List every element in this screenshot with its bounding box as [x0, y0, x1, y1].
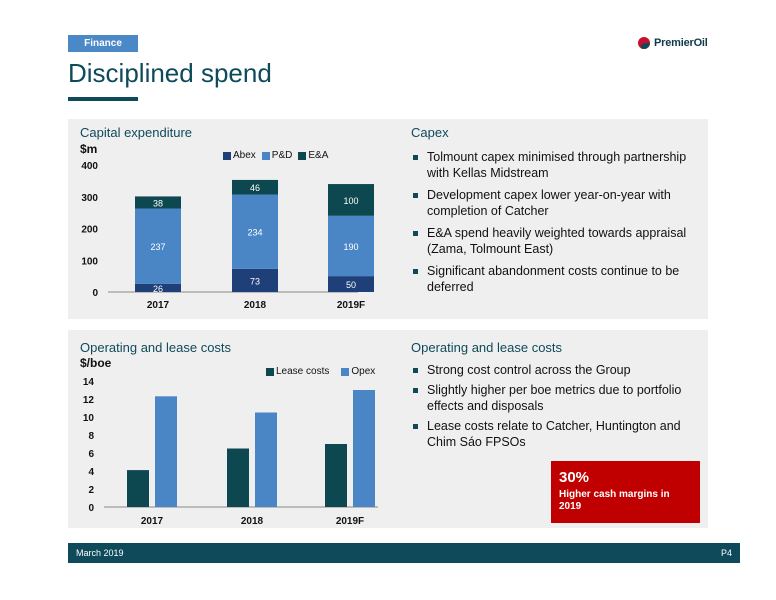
list-item: Development capex lower year-on-year wit…	[413, 187, 698, 219]
capex-chart-title: Capital expenditure	[80, 125, 193, 140]
y-tick-label: 8	[88, 431, 94, 442]
y-tick-label: 6	[88, 449, 94, 460]
legend-swatch	[223, 151, 231, 160]
bar-opex-2017	[155, 396, 177, 507]
legend-swatch	[266, 367, 274, 376]
opex-unit: $/boe	[80, 356, 112, 370]
bar-ea-2018	[232, 179, 278, 195]
y-tick-label: 10	[83, 413, 95, 424]
bar-abex-2018	[232, 268, 278, 292]
legend-swatch	[298, 151, 307, 160]
footer-bar: March 2019 P4	[68, 543, 740, 563]
bar-ea-2017	[135, 196, 181, 209]
legend-swatch	[341, 367, 350, 376]
capex-bullet-list: Tolmount capex minimised through partner…	[413, 149, 698, 301]
data-label: 190	[343, 242, 358, 252]
data-label: 73	[250, 276, 260, 286]
callout-text: Higher cash margins in 2019	[559, 489, 670, 512]
y-tick-label: 0	[88, 503, 94, 514]
bar-pd-2018	[232, 194, 278, 269]
opex-bullets-title: Operating and lease costs	[411, 340, 563, 355]
x-tick-label: 2019F	[337, 300, 365, 311]
list-item: E&A spend heavily weighted towards appra…	[413, 225, 698, 257]
legend-item-opex: Opex	[341, 366, 375, 377]
bar-opex-2019F	[353, 390, 375, 507]
bar-ea-2019F	[328, 184, 374, 216]
bar-opex-2018	[255, 412, 277, 507]
logo-text: PremierOil	[654, 37, 708, 49]
legend-item-lease: Lease costs	[266, 366, 329, 377]
x-tick-label: 2019F	[336, 516, 364, 527]
bar-pd-2017	[135, 208, 181, 284]
y-tick-label: 200	[81, 225, 98, 236]
capex-bullets-title: Capex	[411, 125, 449, 140]
page-number: P4	[720, 548, 732, 558]
opex-chart: 0 2 4 6 8 10 12 14 2017 2018 2019F	[83, 377, 378, 527]
list-item: Strong cost control across the Group	[413, 362, 698, 378]
legend-label: E&A	[308, 150, 329, 161]
bar-abex-2017	[135, 283, 181, 292]
x-tick-label: 2017	[147, 300, 170, 311]
legend-label: Abex	[233, 150, 256, 161]
bar-abex-2019F	[328, 276, 374, 292]
legend-label: Opex	[351, 366, 376, 377]
bar-leasecosts-2018	[227, 448, 249, 507]
list-item: Tolmount capex minimised through partner…	[413, 149, 698, 181]
list-item: Slightly higher per boe metrics due to p…	[413, 382, 698, 414]
data-label: 100	[343, 196, 358, 206]
bar-leasecosts-2019F	[325, 444, 347, 507]
x-tick-label: 2017	[141, 516, 164, 527]
legend-item-ea: E&A	[298, 150, 328, 161]
list-item: Significant abandonment costs continue t…	[413, 263, 698, 295]
capex-unit: $m	[80, 142, 98, 156]
legend-swatch	[261, 151, 270, 160]
y-tick-label: 300	[81, 193, 98, 204]
page-title: Disciplined spend	[68, 58, 272, 88]
y-tick-label: 2	[88, 485, 94, 496]
capex-panel: Capital expenditure $m Abex P&D E&A 0 100…	[68, 119, 708, 319]
opex-bullet-list: Strong cost control across the Group Sli…	[413, 362, 698, 454]
callout-value: 30%	[559, 469, 590, 486]
opex-legend: Lease costs Opex	[266, 366, 375, 377]
opex-chart-title: Operating and lease costs	[80, 340, 232, 355]
y-tick-label: 14	[83, 377, 95, 388]
capex-legend: Abex P&D E&A	[223, 150, 328, 161]
x-tick-label: 2018	[244, 300, 267, 311]
x-tick-label: 2018	[241, 516, 264, 527]
company-logo: PremierOil	[638, 37, 708, 49]
bar-leasecosts-2017	[127, 470, 149, 507]
data-label: 38	[153, 198, 163, 208]
section-tag: Finance	[68, 35, 138, 52]
logo-icon	[638, 37, 650, 49]
title-underline	[68, 97, 138, 101]
legend-label: P&D	[271, 150, 293, 161]
data-label: 234	[247, 228, 262, 238]
list-item: Lease costs relate to Catcher, Huntingto…	[413, 418, 698, 450]
cash-margin-callout: 30% Higher cash margins in 2019	[551, 461, 700, 523]
capex-chart: 0 100 200 300 400 26 237 38 2017 73 234 46 2018 50 190…	[81, 161, 374, 311]
data-label: 237	[150, 242, 165, 252]
data-label: 50	[346, 280, 356, 290]
bar-pd-2019F	[328, 215, 374, 277]
y-tick-label: 0	[92, 288, 98, 299]
y-tick-label: 100	[81, 256, 98, 267]
y-tick-label: 12	[83, 395, 95, 406]
data-label: 26	[153, 284, 163, 294]
y-tick-label: 400	[81, 161, 98, 172]
data-label: 46	[250, 183, 260, 193]
legend-item-pd: P&D	[261, 150, 293, 161]
legend-label: Lease costs	[276, 366, 330, 377]
y-tick-label: 4	[88, 467, 94, 478]
footer-date: March 2019	[76, 548, 124, 558]
legend-item-abex: Abex	[223, 150, 256, 161]
